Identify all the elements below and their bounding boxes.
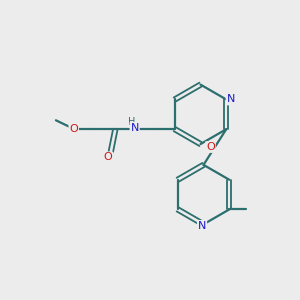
Text: N: N xyxy=(130,123,139,133)
Text: O: O xyxy=(206,142,215,152)
Text: H: H xyxy=(128,117,135,127)
Text: O: O xyxy=(69,124,78,134)
Text: N: N xyxy=(198,221,206,231)
Text: O: O xyxy=(103,152,112,162)
Text: N: N xyxy=(226,94,235,104)
